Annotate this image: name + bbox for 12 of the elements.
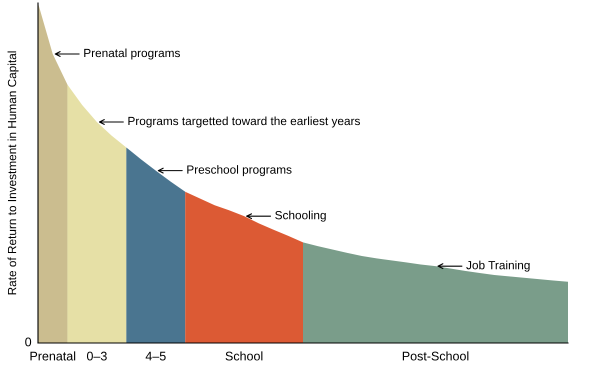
x-tick-label: School [226, 351, 262, 361]
annotation: Prenatal programs [84, 48, 180, 60]
text: 0 [25, 338, 32, 346]
x-tick-label: Post-School [402, 351, 468, 361]
annotation: Preschool programs [187, 165, 292, 176]
x-tick-label: 4–5 [146, 352, 166, 361]
annotation: Schooling [275, 210, 326, 222]
x-tick-label: 0–3 [86, 352, 107, 361]
annotation: Programs targetted toward the earliest years [128, 116, 360, 128]
annotation: Job Training [466, 260, 530, 272]
y-axis-title: Rate of Return to Investment in Human Capital [8, 51, 19, 294]
x-tick-label: Prenatal [30, 351, 76, 361]
